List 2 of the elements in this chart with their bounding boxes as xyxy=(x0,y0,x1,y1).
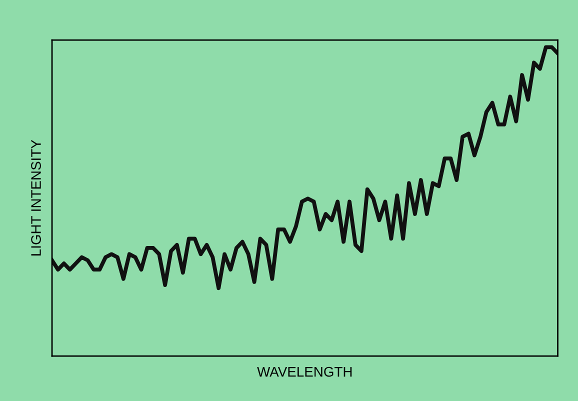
y-axis-title: LIGHT INTENSITY xyxy=(31,140,41,256)
x-axis-title: WAVELENGTH xyxy=(257,366,352,377)
